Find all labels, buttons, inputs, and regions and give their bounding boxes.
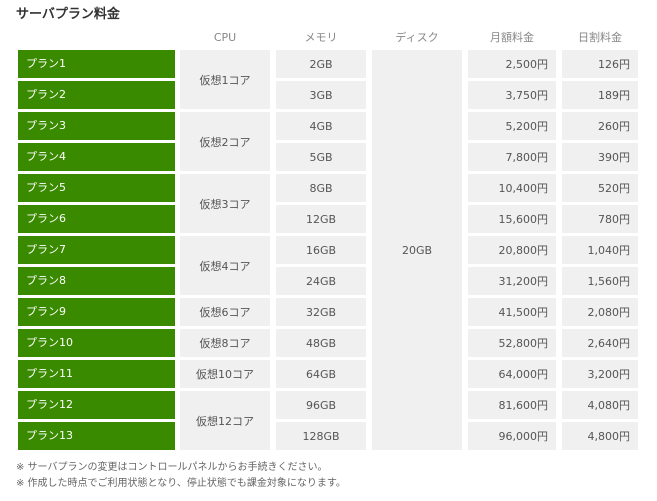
daily-price-cell: 2,640円 xyxy=(562,329,638,357)
plan-name-cell: プラン13 xyxy=(18,422,175,450)
monthly-price-cell: 64,000円 xyxy=(468,360,556,388)
plan-name-cell: プラン8 xyxy=(18,267,175,295)
daily-price-cell: 126円 xyxy=(562,50,638,78)
header-daily: 日割料金 xyxy=(578,31,622,44)
plan-name-cell: プラン10 xyxy=(18,329,175,357)
daily-price-cell: 260円 xyxy=(562,112,638,140)
header-cpu: CPU xyxy=(213,31,237,44)
cpu-cell: 仮想6コア xyxy=(180,298,270,326)
monthly-price-cell: 10,400円 xyxy=(468,174,556,202)
header-disk: ディスク xyxy=(395,31,439,44)
daily-price-cell: 780円 xyxy=(562,205,638,233)
memory-cell: 8GB xyxy=(276,174,366,202)
memory-cell: 4GB xyxy=(276,112,366,140)
note-1: ※ サーバプランの変更はコントロールパネルからお手続きください。 xyxy=(16,462,328,473)
plan-name-cell: プラン3 xyxy=(18,112,175,140)
memory-cell: 16GB xyxy=(276,236,366,264)
memory-cell: 128GB xyxy=(276,422,366,450)
plan-name-cell: プラン5 xyxy=(18,174,175,202)
cpu-cell: 仮想8コア xyxy=(180,329,270,357)
header-memory: メモリ xyxy=(304,31,338,44)
memory-cell: 12GB xyxy=(276,205,366,233)
monthly-price-cell: 96,000円 xyxy=(468,422,556,450)
cpu-cell: 仮想3コア xyxy=(180,174,270,233)
page-title: サーバプラン料金 xyxy=(16,7,120,22)
memory-cell: 64GB xyxy=(276,360,366,388)
plan-name-cell: プラン1 xyxy=(18,50,175,78)
monthly-price-cell: 81,600円 xyxy=(468,391,556,419)
daily-price-cell: 1,560円 xyxy=(562,267,638,295)
disk-cell: 20GB xyxy=(372,50,462,450)
memory-cell: 5GB xyxy=(276,143,366,171)
daily-price-cell: 3,200円 xyxy=(562,360,638,388)
monthly-price-cell: 15,600円 xyxy=(468,205,556,233)
plan-name-cell: プラン12 xyxy=(18,391,175,419)
memory-cell: 3GB xyxy=(276,81,366,109)
daily-price-cell: 4,800円 xyxy=(562,422,638,450)
memory-cell: 24GB xyxy=(276,267,366,295)
monthly-price-cell: 2,500円 xyxy=(468,50,556,78)
header-monthly: 月額料金 xyxy=(490,31,534,44)
monthly-price-cell: 7,800円 xyxy=(468,143,556,171)
cpu-cell: 仮想1コア xyxy=(180,50,270,109)
note-2: ※ 作成した時点でご利用状態となり、停止状態でも課金対象になります。 xyxy=(16,478,346,489)
plan-name-cell: プラン11 xyxy=(18,360,175,388)
plan-name-cell: プラン9 xyxy=(18,298,175,326)
monthly-price-cell: 52,800円 xyxy=(468,329,556,357)
cpu-cell: 仮想12コア xyxy=(180,391,270,450)
daily-price-cell: 189円 xyxy=(562,81,638,109)
monthly-price-cell: 5,200円 xyxy=(468,112,556,140)
daily-price-cell: 390円 xyxy=(562,143,638,171)
plan-name-cell: プラン2 xyxy=(18,81,175,109)
memory-cell: 32GB xyxy=(276,298,366,326)
plan-name-cell: プラン7 xyxy=(18,236,175,264)
daily-price-cell: 4,080円 xyxy=(562,391,638,419)
memory-cell: 96GB xyxy=(276,391,366,419)
monthly-price-cell: 20,800円 xyxy=(468,236,556,264)
monthly-price-cell: 31,200円 xyxy=(468,267,556,295)
monthly-price-cell: 41,500円 xyxy=(468,298,556,326)
monthly-price-cell: 3,750円 xyxy=(468,81,556,109)
daily-price-cell: 2,080円 xyxy=(562,298,638,326)
cpu-cell: 仮想10コア xyxy=(180,360,270,388)
notes: ※ サーバプランの変更はコントロールパネルからお手続きください。 ※ 作成した時… xyxy=(16,460,346,492)
memory-cell: 48GB xyxy=(276,329,366,357)
cpu-cell: 仮想2コア xyxy=(180,112,270,171)
cpu-cell: 仮想4コア xyxy=(180,236,270,295)
daily-price-cell: 520円 xyxy=(562,174,638,202)
plan-name-cell: プラン6 xyxy=(18,205,175,233)
memory-cell: 2GB xyxy=(276,50,366,78)
daily-price-cell: 1,040円 xyxy=(562,236,638,264)
plan-name-cell: プラン4 xyxy=(18,143,175,171)
